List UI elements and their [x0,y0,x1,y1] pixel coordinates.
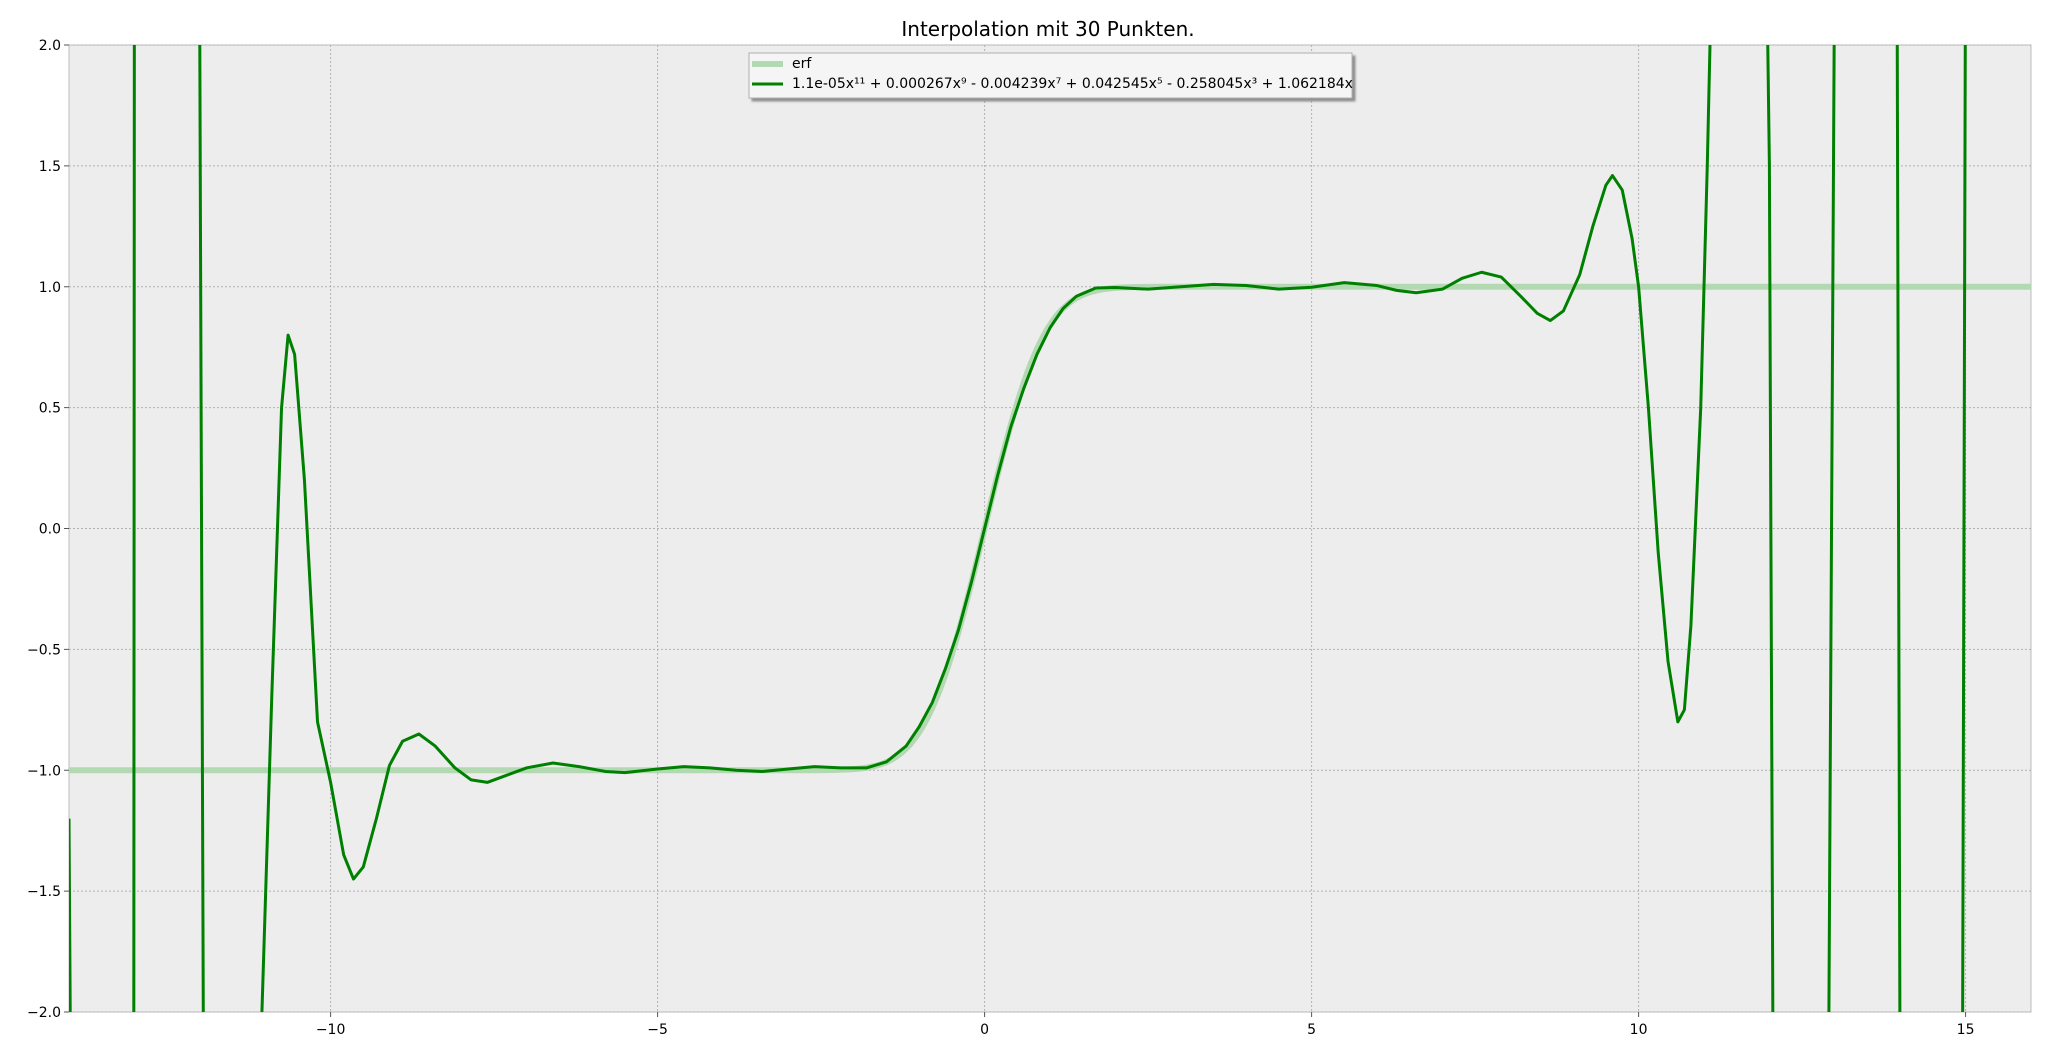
x-tick-label: 15 [1957,1022,1975,1038]
series-polynomial-line [69,45,1967,1012]
y-tick-label: −1.0 [27,763,61,779]
chart-title: Interpolation mit 30 Punkten. [901,17,1194,41]
y-tick-label: 1.0 [39,280,61,296]
grid [69,44,2031,1013]
axes: −10 −5 0 5 10 15 2.0 1.5 1.0 0.5 0.0 −0.5 −1.0 −1.5 −2… [27,38,1975,1038]
x-tick-label: −10 [316,1022,346,1038]
x-tick-label: 5 [1307,1022,1316,1038]
legend-label-polynomial: 1.1e-05x¹¹ + 0.000267x⁹ - 0.004239x⁷ + 0… [792,76,1353,92]
x-tick-label: −5 [647,1022,668,1038]
series-group [69,45,2031,1012]
y-tick-label: −2.0 [27,1005,61,1021]
legend-box [748,52,1353,99]
y-tick-label: 2.0 [39,38,61,54]
y-tick-label: −1.5 [27,884,61,900]
y-tick-label: −0.5 [27,642,61,658]
y-tick-label: 1.5 [39,159,61,175]
legend: erf 1.1e-05x¹¹ + 0.000267x⁹ - 0.004239x⁷… [748,52,1353,99]
x-tick-label: 0 [980,1022,989,1038]
y-tick-label: 0.5 [39,401,61,417]
y-tick-label: 0.0 [39,522,61,538]
x-tick-label: 10 [1630,1022,1648,1038]
legend-label-erf: erf [792,56,812,72]
